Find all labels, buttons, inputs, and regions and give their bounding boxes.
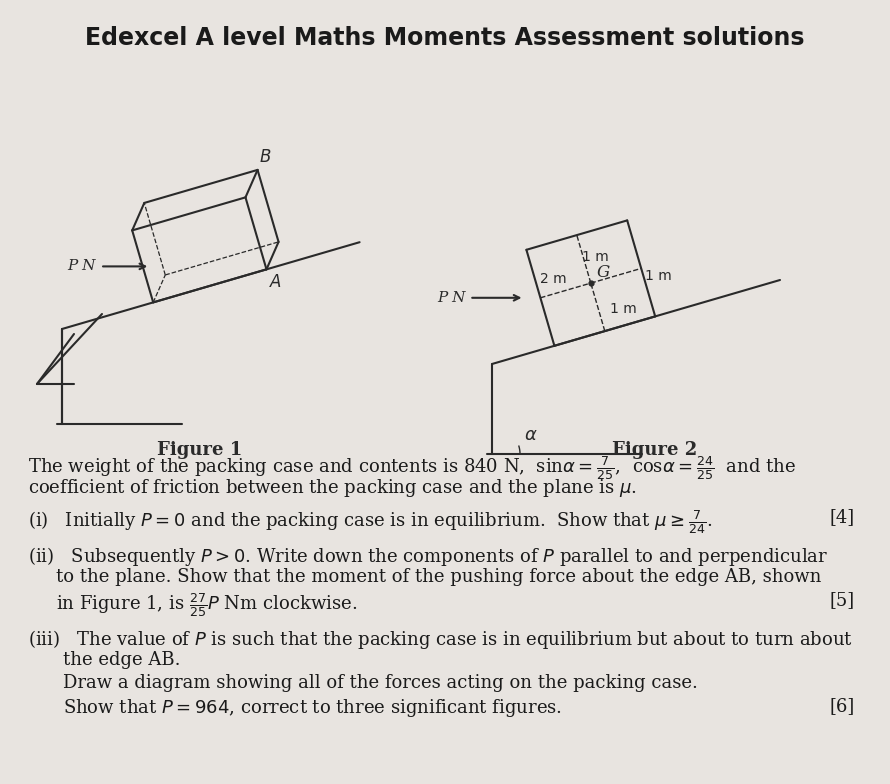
Text: coefficient of friction between the packing case and the plane is $\mu$.: coefficient of friction between the pack… [28,477,637,499]
Text: Figure 1: Figure 1 [158,441,243,459]
Text: A: A [270,274,281,292]
Text: (iii)   The value of $P$ is such that the packing case is in equilibrium but abo: (iii) The value of $P$ is such that the … [28,628,853,651]
Text: Show that $P = 964$, correct to three significant figures.: Show that $P = 964$, correct to three si… [63,697,562,719]
Text: 1 m: 1 m [582,250,609,264]
Text: (ii)   Subsequently $P > 0$. Write down the components of $P$ parallel to and pe: (ii) Subsequently $P > 0$. Write down th… [28,545,829,568]
Text: the edge AB.: the edge AB. [63,651,181,669]
Text: 2 m: 2 m [540,273,567,286]
Text: [4]: [4] [829,508,855,526]
Text: [5]: [5] [829,591,855,609]
Text: Edexcel A level Maths Moments Assessment solutions: Edexcel A level Maths Moments Assessment… [85,26,805,50]
Text: $\alpha$: $\alpha$ [524,426,538,444]
Text: P N: P N [68,260,96,274]
Text: to the plane. Show that the moment of the pushing force about the edge AB, shown: to the plane. Show that the moment of th… [56,568,821,586]
Text: P N: P N [437,291,465,305]
Text: Figure 2: Figure 2 [612,441,698,459]
Text: 1 m: 1 m [645,269,672,283]
Text: The weight of the packing case and contents is 840 N,  sin$\alpha = \frac{7}{25}: The weight of the packing case and conte… [28,454,796,482]
Text: Draw a diagram showing all of the forces acting on the packing case.: Draw a diagram showing all of the forces… [63,674,698,692]
Text: [6]: [6] [829,697,855,715]
Text: B: B [260,148,271,166]
Text: (i)   Initially $P = 0$ and the packing case is in equilibrium.  Show that $\mu : (i) Initially $P = 0$ and the packing ca… [28,508,713,535]
Text: in Figure 1, is $\frac{27}{25}P$ Nm clockwise.: in Figure 1, is $\frac{27}{25}P$ Nm cloc… [56,591,357,619]
Text: 1 m: 1 m [610,302,636,316]
Text: G: G [597,264,610,281]
